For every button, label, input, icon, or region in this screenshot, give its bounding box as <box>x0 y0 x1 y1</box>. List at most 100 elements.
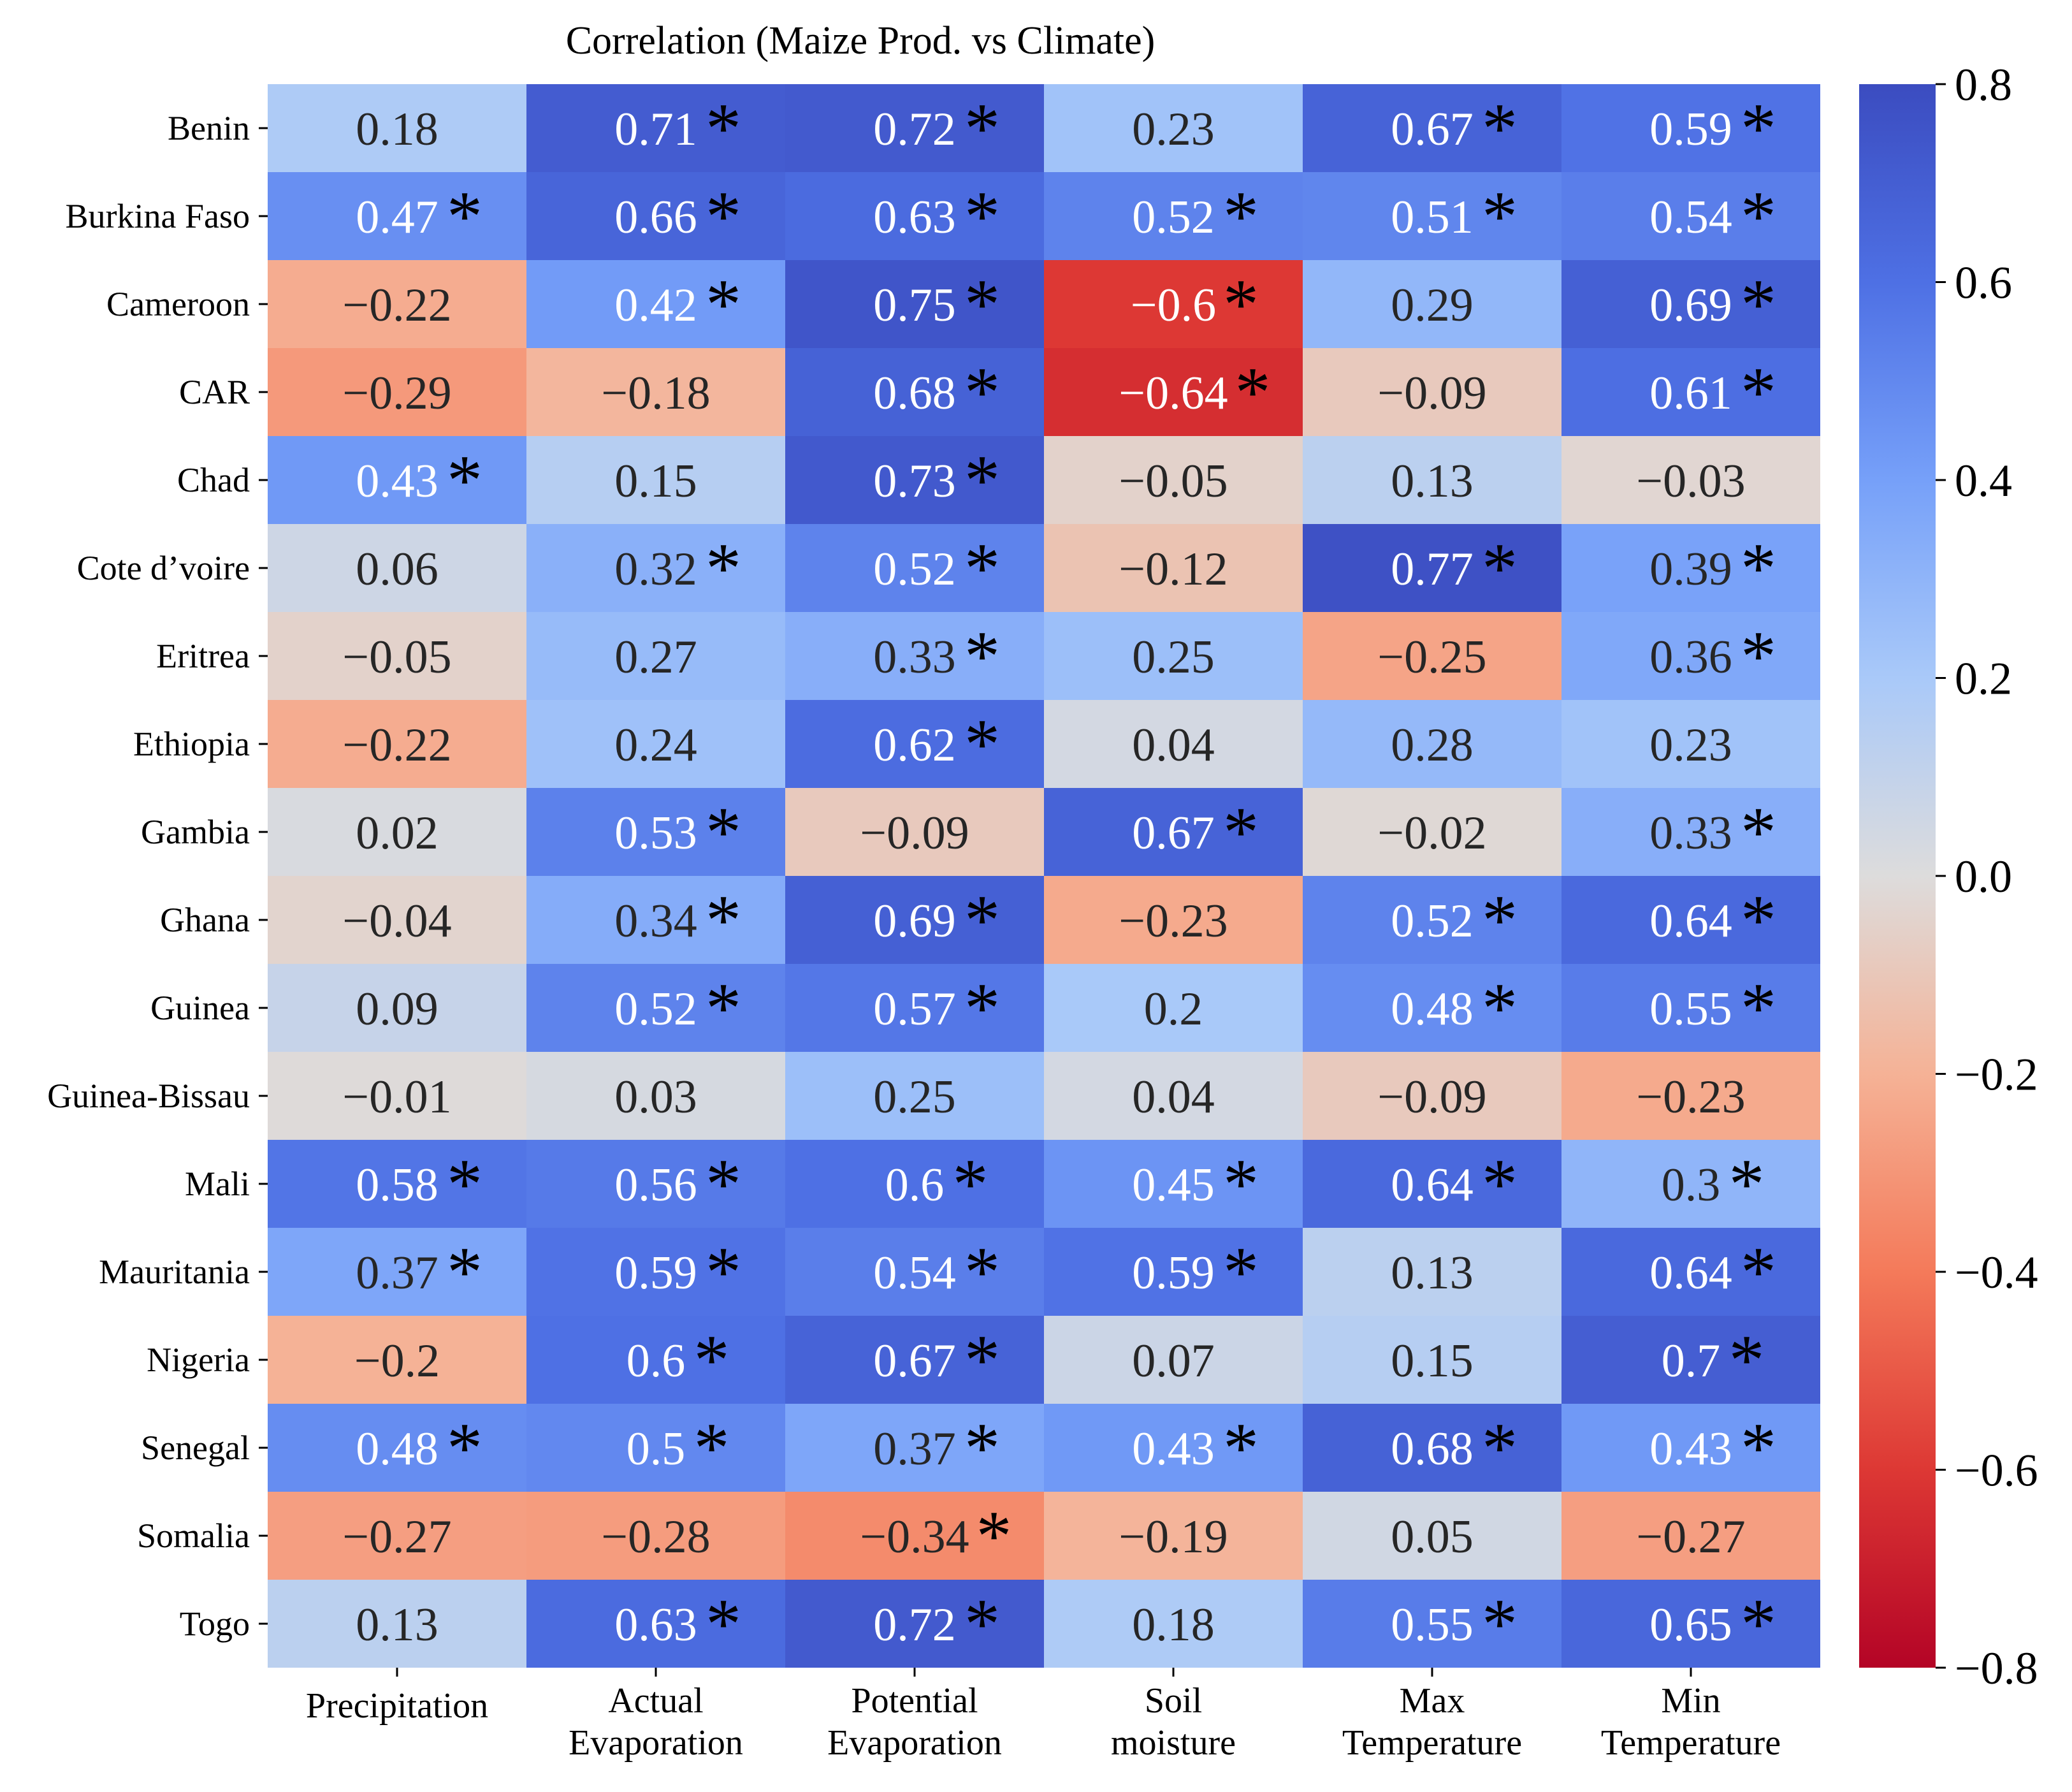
cell-value-label: 0.42 <box>614 279 697 331</box>
significance-star: * <box>953 1145 989 1224</box>
cell-value-label: 0.43 <box>1132 1423 1215 1475</box>
heatmap-cell <box>268 1316 526 1404</box>
heatmap-cell <box>268 436 526 524</box>
heatmap-cell <box>1044 524 1303 612</box>
row-label: Nigeria <box>147 1341 250 1379</box>
significance-star: * <box>706 969 741 1048</box>
heatmap-cell <box>1044 1140 1303 1228</box>
heatmap-cell <box>268 348 526 436</box>
cell-value-label: 0.64 <box>1649 895 1732 947</box>
heatmap-cell <box>1044 84 1303 172</box>
cell-value-label: 0.67 <box>873 1335 956 1387</box>
significance-star: * <box>706 793 741 872</box>
heatmap-cell <box>526 348 785 436</box>
heatmap-cell <box>526 1492 785 1580</box>
heatmap-cell <box>1561 436 1820 524</box>
cell-value-label: 0.52 <box>614 983 697 1035</box>
heatmap-cell <box>1561 876 1820 964</box>
cell-value-label: 0.72 <box>873 1599 956 1651</box>
heatmap-cell <box>1303 524 1561 612</box>
cell-value-label: 0.54 <box>873 1247 956 1299</box>
heatmap-cell <box>526 700 785 788</box>
cell-value-label: 0.18 <box>1132 1599 1215 1651</box>
heatmap-cell <box>526 1580 785 1668</box>
heatmap-cell <box>1303 1140 1561 1228</box>
cell-value-label: −0.09 <box>860 807 969 859</box>
cell-value-label: 0.13 <box>1391 1247 1474 1299</box>
significance-star: * <box>447 177 482 256</box>
heatmap-cell <box>1044 436 1303 524</box>
heatmap-cell <box>1561 524 1820 612</box>
heatmap-cell <box>1044 1492 1303 1580</box>
significance-star: * <box>1741 1233 1776 1312</box>
colorbar-tick-label: −0.4 <box>1955 1247 2038 1298</box>
heatmap-cell <box>785 1228 1044 1316</box>
cell-value-label: 0.25 <box>873 1071 956 1123</box>
cell-value-label: 0.47 <box>356 191 438 244</box>
significance-star: * <box>706 529 741 608</box>
significance-star: * <box>964 1409 1000 1488</box>
significance-star: * <box>1482 529 1518 608</box>
column-label: Temperature <box>1601 1723 1781 1763</box>
heatmap-cell <box>1303 1052 1561 1140</box>
cell-value-label: 0.37 <box>356 1247 438 1299</box>
significance-star: * <box>694 1409 730 1488</box>
colorbar-tick-label: 0.4 <box>1955 455 2012 506</box>
heatmap-cell <box>268 612 526 700</box>
significance-star: * <box>1741 89 1776 168</box>
heatmap-cell <box>268 1052 526 1140</box>
cell-value-label: 0.51 <box>1391 191 1474 244</box>
cell-value-label: 0.68 <box>1391 1423 1474 1475</box>
heatmap-cell <box>268 964 526 1052</box>
significance-star: * <box>964 1585 1000 1664</box>
heatmap-cell <box>785 700 1044 788</box>
significance-star: * <box>1482 1585 1518 1664</box>
cell-value-label: −0.23 <box>1636 1071 1745 1123</box>
heatmap-cell <box>1303 1580 1561 1668</box>
cell-value-label: 0.6 <box>627 1335 686 1387</box>
cell-value-label: −0.23 <box>1119 895 1228 947</box>
heatmap-cell <box>268 876 526 964</box>
column-label: Potential <box>851 1681 978 1721</box>
cell-value-label: 0.68 <box>873 367 956 419</box>
cell-value-label: 0.64 <box>1649 1247 1732 1299</box>
cell-value-label: 0.13 <box>356 1599 438 1651</box>
heatmap-cell <box>1044 1580 1303 1668</box>
heatmap-cell <box>1044 1404 1303 1492</box>
significance-star: * <box>1741 177 1776 256</box>
significance-star: * <box>964 1321 1000 1400</box>
cell-value-label: 0.24 <box>614 719 697 771</box>
row-label: Cameroon <box>106 285 250 323</box>
heatmap-cell <box>785 84 1044 172</box>
row-label: Cote d’voire <box>77 549 250 587</box>
cell-value-label: −0.12 <box>1119 543 1228 595</box>
cell-value-label: 0.67 <box>1132 807 1215 859</box>
cell-value-label: 0.59 <box>614 1247 697 1299</box>
heatmap-cell <box>268 1140 526 1228</box>
row-label: Mauritania <box>99 1253 250 1291</box>
significance-star: * <box>1482 1409 1518 1488</box>
heatmap-cell <box>1303 172 1561 260</box>
heatmap-cell <box>268 1492 526 1580</box>
cell-value-label: 0.63 <box>614 1599 697 1651</box>
significance-star: * <box>1482 89 1518 168</box>
column-labels: Precipitation ActualEvaporationPotentialE… <box>306 1668 1781 1763</box>
column-label: moisture <box>1111 1723 1236 1763</box>
row-label: Togo <box>180 1605 250 1643</box>
significance-star: * <box>1223 265 1259 344</box>
colorbar-gradient-bar <box>1859 84 1936 1668</box>
chart-title: Correlation (Maize Prod. vs Climate) <box>566 19 1156 62</box>
cell-value-label: 0.65 <box>1649 1599 1732 1651</box>
cell-value-label: −0.09 <box>1377 367 1486 419</box>
significance-star: * <box>1223 793 1259 872</box>
cell-value-label: 0.6 <box>885 1159 945 1211</box>
heatmap-cell <box>1561 260 1820 348</box>
row-label: Eritrea <box>156 637 250 675</box>
significance-star: * <box>964 441 1000 520</box>
heatmap-cell <box>526 172 785 260</box>
cell-value-label: 0.52 <box>873 543 956 595</box>
cell-value-label: 0.52 <box>1391 895 1474 947</box>
cell-value-label: 0.43 <box>1649 1423 1732 1475</box>
cell-value-label: −0.2 <box>354 1335 440 1387</box>
